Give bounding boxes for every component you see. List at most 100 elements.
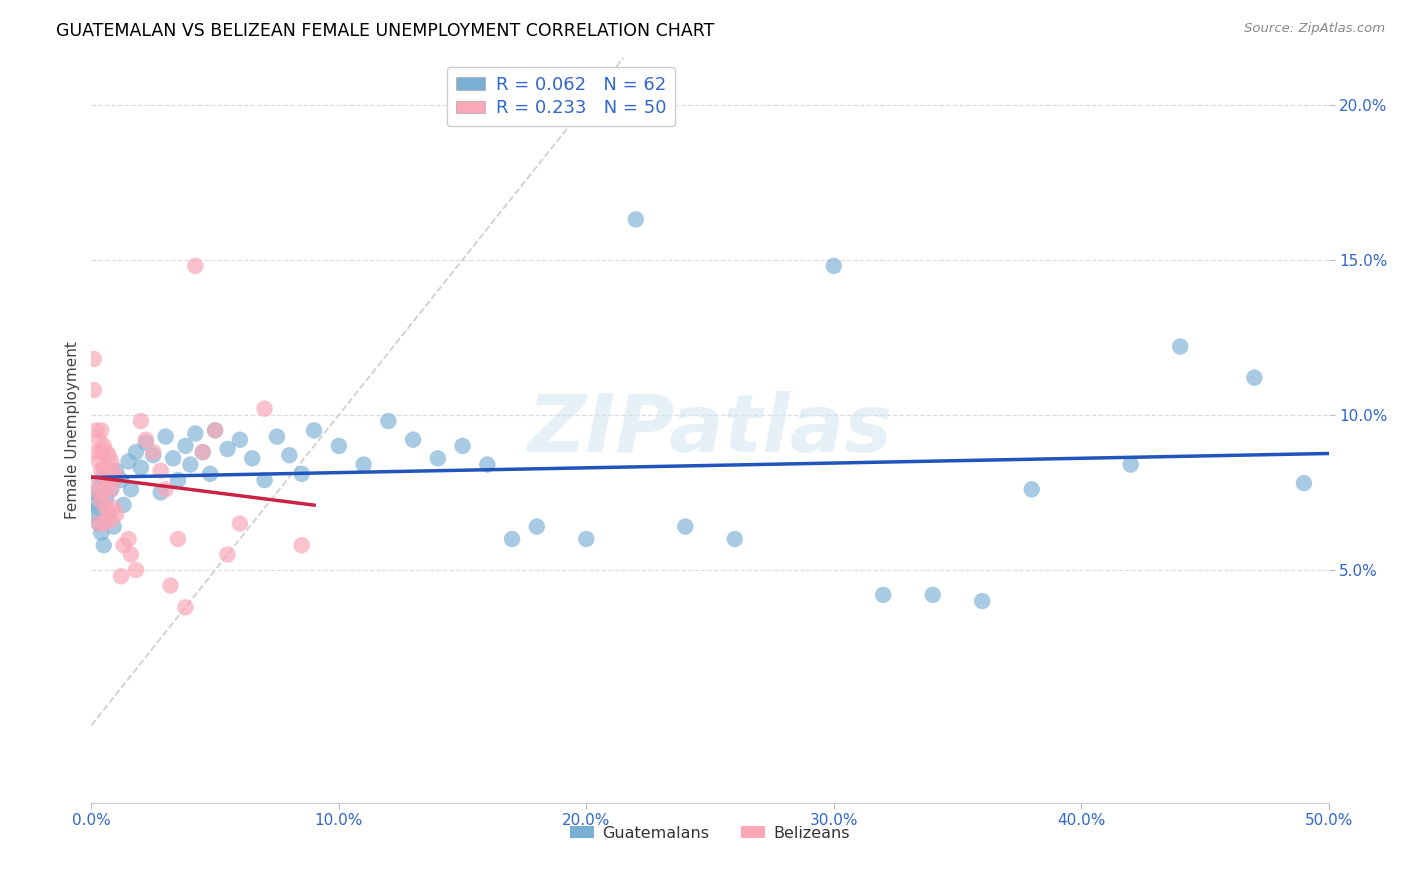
Point	[142, 448, 165, 462]
Point	[1168, 340, 1191, 354]
Point	[100, 483, 122, 497]
Point	[103, 464, 125, 478]
Point	[117, 532, 139, 546]
Point	[86, 423, 108, 437]
Point	[86, 507, 108, 521]
Point	[1119, 458, 1142, 472]
Point	[96, 500, 118, 515]
Point	[100, 513, 122, 527]
Point	[93, 485, 115, 500]
Text: Source: ZipAtlas.com: Source: ZipAtlas.com	[1244, 22, 1385, 36]
Point	[90, 464, 112, 478]
Point	[575, 532, 598, 546]
Point	[266, 429, 288, 443]
Point	[96, 445, 118, 459]
Point	[90, 476, 112, 491]
Point	[100, 483, 122, 497]
Point	[142, 445, 165, 459]
Point	[83, 351, 105, 366]
Point	[328, 439, 350, 453]
Point	[302, 423, 325, 437]
Point	[135, 435, 157, 450]
Point	[105, 464, 128, 478]
Point	[184, 426, 207, 441]
Point	[501, 532, 523, 546]
Point	[451, 439, 474, 453]
Point	[96, 470, 118, 484]
Text: GUATEMALAN VS BELIZEAN FEMALE UNEMPLOYMENT CORRELATION CHART: GUATEMALAN VS BELIZEAN FEMALE UNEMPLOYME…	[56, 22, 714, 40]
Point	[90, 423, 112, 437]
Point	[162, 451, 184, 466]
Point	[93, 538, 115, 552]
Point	[167, 532, 190, 546]
Point	[1021, 483, 1043, 497]
Point	[112, 498, 135, 512]
Point	[86, 476, 108, 491]
Point	[1292, 476, 1315, 491]
Point	[159, 578, 181, 592]
Point	[105, 507, 128, 521]
Point	[86, 445, 108, 459]
Point	[87, 485, 110, 500]
Point	[83, 495, 105, 509]
Point	[87, 516, 110, 531]
Point	[120, 548, 142, 562]
Point	[477, 458, 499, 472]
Point	[377, 414, 399, 428]
Point	[217, 442, 239, 456]
Point	[229, 433, 252, 447]
Point	[90, 445, 112, 459]
Point	[87, 454, 110, 468]
Point	[110, 569, 132, 583]
Point	[229, 516, 252, 531]
Point	[240, 451, 263, 466]
Point	[103, 500, 125, 515]
Point	[174, 600, 197, 615]
Text: ZIPatlas: ZIPatlas	[527, 392, 893, 469]
Point	[253, 401, 276, 416]
Point	[97, 476, 120, 491]
Y-axis label: Female Unemployment: Female Unemployment	[65, 342, 80, 519]
Point	[155, 429, 177, 443]
Point	[83, 383, 105, 397]
Point	[278, 448, 301, 462]
Point	[823, 259, 845, 273]
Point	[624, 212, 647, 227]
Point	[97, 507, 120, 521]
Point	[167, 473, 190, 487]
Point	[100, 454, 122, 468]
Point	[93, 516, 115, 531]
Point	[93, 460, 115, 475]
Point	[93, 470, 115, 484]
Point	[198, 467, 221, 481]
Point	[921, 588, 943, 602]
Point	[86, 485, 108, 500]
Point	[96, 491, 118, 506]
Point	[97, 448, 120, 462]
Point	[1243, 370, 1265, 384]
Point	[97, 507, 120, 521]
Point	[724, 532, 747, 546]
Point	[972, 594, 994, 608]
Point	[291, 538, 314, 552]
Point	[90, 525, 112, 540]
Point	[129, 460, 152, 475]
Point	[87, 516, 110, 531]
Point	[155, 483, 177, 497]
Point	[149, 464, 172, 478]
Point	[673, 519, 696, 533]
Point	[184, 259, 207, 273]
Point	[117, 454, 139, 468]
Point	[120, 483, 142, 497]
Point	[90, 495, 112, 509]
Point	[353, 458, 375, 472]
Point	[872, 588, 894, 602]
Point	[93, 439, 115, 453]
Point	[402, 433, 425, 447]
Point	[526, 519, 548, 533]
Point	[125, 445, 148, 459]
Point	[135, 433, 157, 447]
Point	[129, 414, 152, 428]
Point	[426, 451, 449, 466]
Point	[204, 423, 226, 437]
